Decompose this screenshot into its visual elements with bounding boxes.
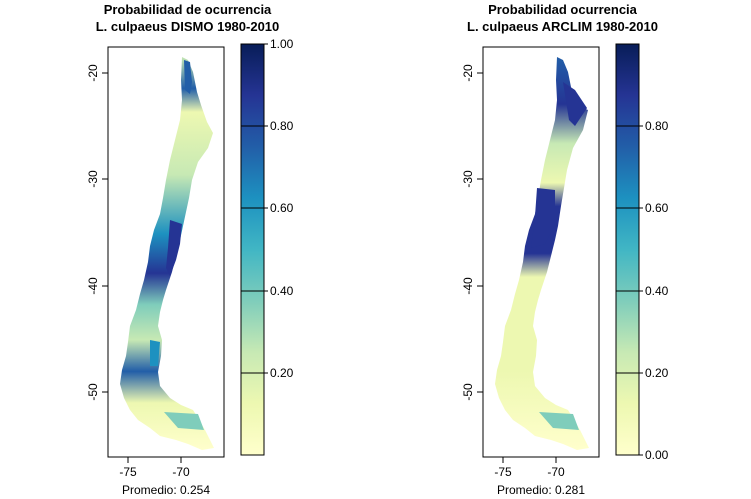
colorbar-label: 0.60: [270, 201, 294, 215]
y-axis: -20 -30 -40 -50: [86, 64, 108, 401]
y-tick-label: -50: [86, 383, 100, 401]
high-probability-zone: [166, 220, 182, 276]
colorbar-label: 0.80: [645, 119, 669, 133]
map-title-line1: Probabilidad ocurrencia: [488, 2, 637, 17]
high-probability-zone-north: [563, 82, 587, 126]
colorbar-label: 0.80: [270, 119, 294, 133]
map-panel-arclim: Probabilidad ocurrencia L. culpaeus ARCL…: [375, 0, 750, 499]
map-title-line2: L. culpaeus DISMO 1980-2010: [95, 19, 280, 34]
y-tick-label: -30: [86, 170, 100, 188]
x-axis: -75 -70: [494, 457, 565, 479]
south-zone: [164, 412, 204, 430]
map-plot-arclim: -20 -30 -40 -50 -75 -70 0.80 0.60 0.40: [461, 43, 669, 479]
colorbar-ticks: 0.80 0.60 0.40 0.20 0.00: [616, 119, 669, 462]
x-tick-label: -70: [172, 465, 190, 479]
colorbar-label: 0.20: [270, 366, 294, 380]
colorbar-label: 0.40: [270, 284, 294, 298]
colorbar: [240, 43, 265, 456]
x-tick-label: -75: [494, 465, 512, 479]
y-tick-label: -20: [461, 64, 475, 82]
x-tick-label: -75: [119, 465, 137, 479]
y-tick-label: -40: [461, 277, 475, 295]
colorbar-label: 0.60: [645, 201, 669, 215]
colorbar-label: 0.40: [645, 284, 669, 298]
colorbar-label: 1.00: [270, 37, 294, 51]
map-panel-dismo: Probabilidad de ocurrencia L. culpaeus D…: [0, 0, 375, 499]
average-label: Promedio: 0.281: [496, 483, 586, 497]
mid-probability-zone: [150, 340, 160, 366]
plot-frame: [482, 46, 600, 458]
plot-frame: [107, 46, 225, 458]
colorbar-ticks: 1.00 0.80 0.60 0.40 0.20: [241, 37, 294, 380]
x-tick-label: -70: [547, 465, 565, 479]
map-title-line1: Probabilidad de ocurrencia: [103, 2, 272, 17]
y-axis: -20 -30 -40 -50: [461, 64, 483, 401]
chile-map-shape: [495, 57, 589, 450]
chile-map-shape: [120, 57, 214, 450]
y-tick-label: -40: [86, 277, 100, 295]
map-title-line2: L. culpaeus ARCLIM 1980-2010: [467, 19, 658, 34]
y-tick-label: -50: [461, 383, 475, 401]
colorbar-label: 0.00: [645, 448, 669, 462]
colorbar-label: 0.20: [645, 366, 669, 380]
south-zone: [539, 412, 579, 430]
colorbar: [615, 43, 640, 456]
average-label: Promedio: 0.254: [121, 483, 211, 497]
high-probability-zone-north: [184, 60, 192, 94]
x-axis: -75 -70: [119, 457, 190, 479]
y-tick-label: -20: [86, 64, 100, 82]
high-probability-zone: [531, 188, 555, 248]
map-plot-dismo: -20 -30 -40 -50 -75 -70 1.00 0.80: [86, 37, 294, 479]
y-tick-label: -30: [461, 170, 475, 188]
